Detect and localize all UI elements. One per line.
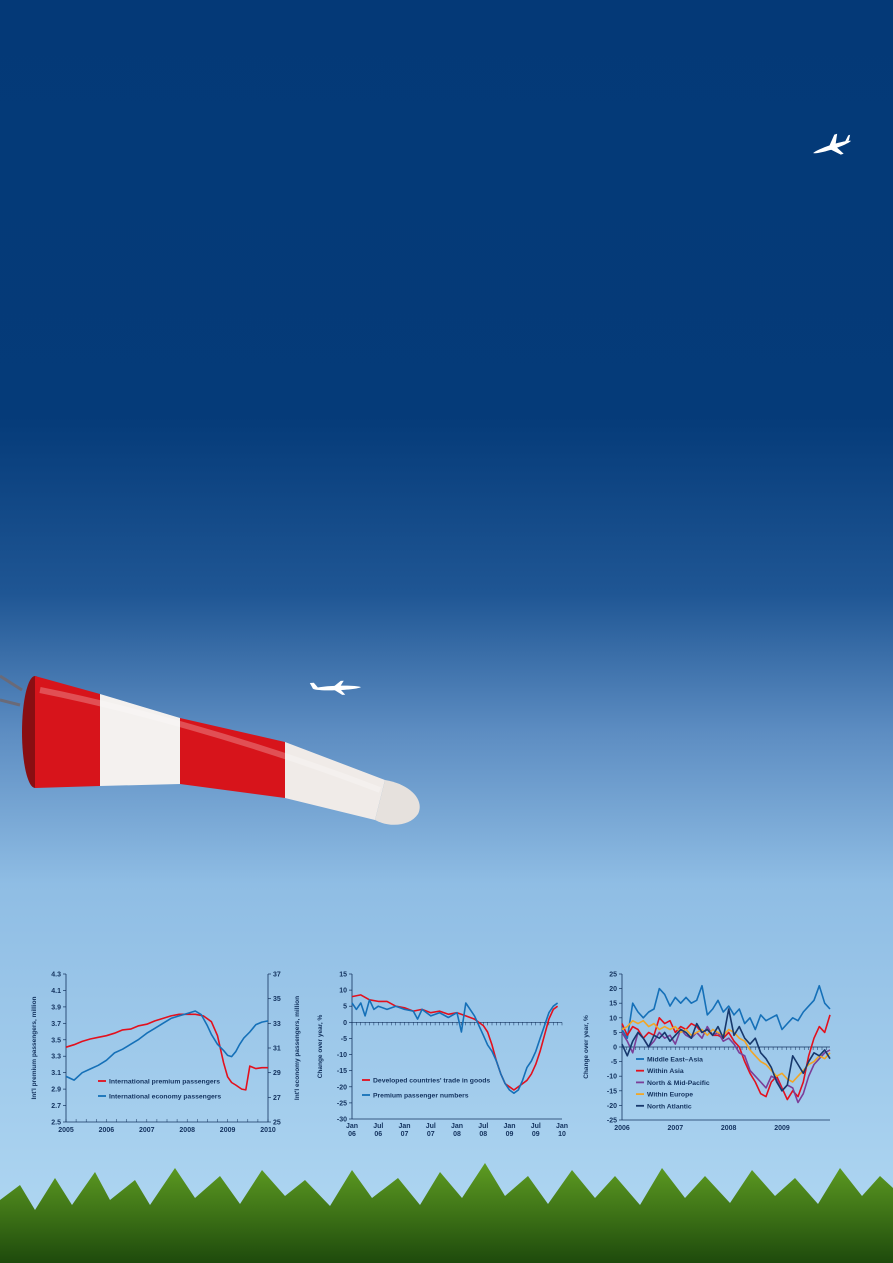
x-tick-label: 2010	[260, 1127, 276, 1134]
y-tick-label: 0	[613, 1045, 617, 1052]
windsock	[0, 674, 420, 825]
x-tick-label: 2007	[668, 1125, 684, 1132]
x-tick-label: 2005	[58, 1127, 74, 1134]
legend-label: North & Mid-Pacific	[647, 1080, 710, 1087]
y2-tick-label: 29	[273, 1070, 281, 1077]
y2-tick-label: 25	[273, 1120, 281, 1127]
x-tick-label: 07	[401, 1131, 409, 1138]
x-tick-label: 2006	[99, 1127, 115, 1134]
y-tick-label: 2.9	[51, 1087, 61, 1094]
series-line-0	[351, 994, 559, 1091]
series-line-1	[65, 1010, 269, 1081]
series-line-4	[621, 1008, 831, 1092]
chart-svg: 2.5 2.7 2.9 3.1 3.3 3.5 3.7 3.9 4.1 4.3 25 27 29 31 33…	[31, 972, 301, 1135]
x-tick-label: Jul	[478, 1123, 488, 1130]
x-tick-label: 10	[558, 1131, 566, 1138]
y-axis-title: Change over year, %	[583, 1015, 590, 1079]
y2-tick-label: 27	[273, 1095, 281, 1102]
y-tick-label: 4.1	[51, 988, 61, 995]
y-tick-label: 5	[613, 1030, 617, 1037]
chart-svg: 15 10 5 0 -5 -10 -15 -20 -25 -30 Change over year,…	[317, 972, 568, 1139]
y-tick-label: -25	[607, 1118, 617, 1125]
y-tick-label: -15	[607, 1088, 617, 1095]
y2-tick-label: 37	[273, 972, 281, 979]
x-tick-label: 07	[427, 1131, 435, 1138]
x-tick-label: 2008	[721, 1125, 737, 1132]
y-tick-label: 10	[609, 1015, 617, 1022]
y-axis-title: Int'l premium passengers, million	[31, 996, 38, 1099]
x-tick-label: Jul	[373, 1123, 383, 1130]
y2-tick-label: 33	[273, 1021, 281, 1028]
y-tick-label: 3.3	[51, 1054, 61, 1061]
y-tick-label: -10	[607, 1074, 617, 1081]
regional-premium-chart: 25 20 15 10 5 0 -5 -10 -15 -20 -25 Change over year…	[580, 965, 842, 1140]
legend-label: Developed countries' trade in goods	[373, 1078, 490, 1085]
x-tick-label: 2009	[774, 1125, 790, 1132]
x-tick-label: 09	[532, 1131, 540, 1138]
y-tick-label: 2.7	[51, 1103, 61, 1110]
y-tick-label: 15	[609, 1001, 617, 1008]
y-tick-label: 20	[609, 986, 617, 993]
x-tick-label: 09	[506, 1131, 514, 1138]
y-tick-label: 2.5	[51, 1120, 61, 1127]
x-tick-label: Jan	[556, 1123, 568, 1130]
legend-label: Middle East–Asia	[647, 1057, 703, 1064]
y-tick-label: -10	[337, 1052, 347, 1059]
legend-label: Premium passenger numbers	[373, 1093, 469, 1100]
x-tick-label: 2008	[179, 1127, 195, 1134]
y-tick-label: 15	[339, 972, 347, 979]
y-tick-label: 0	[343, 1020, 347, 1027]
y-tick-label: -5	[611, 1059, 617, 1066]
y-tick-label: 10	[339, 988, 347, 995]
y-tick-label: -15	[337, 1068, 347, 1075]
legend-label: North Atlantic	[647, 1103, 692, 1110]
legend-label: International premium passengers	[109, 1079, 220, 1086]
y-tick-label: -20	[337, 1084, 347, 1091]
y-tick-label: 3.9	[51, 1004, 61, 1011]
y-tick-label: -30	[337, 1117, 347, 1124]
airplane-icon	[812, 133, 852, 155]
y-tick-label: -20	[607, 1103, 617, 1110]
x-tick-label: 06	[374, 1131, 382, 1138]
trade-vs-premium-chart: 15 10 5 0 -5 -10 -15 -20 -25 -30 Change over year,…	[314, 965, 576, 1140]
x-tick-label: 08	[479, 1131, 487, 1138]
y2-tick-label: 31	[273, 1046, 281, 1053]
y-tick-label: -5	[341, 1036, 347, 1043]
legend-label: International economy passengers	[109, 1094, 221, 1101]
premium-vs-economy-chart: 2.5 2.7 2.9 3.1 3.3 3.5 3.7 3.9 4.1 4.3 25 27 29 31 33…	[30, 965, 301, 1140]
series-line-0	[621, 984, 831, 1039]
x-tick-label: Jul	[426, 1123, 436, 1130]
series-line-3	[621, 1019, 831, 1083]
x-tick-label: 08	[453, 1131, 461, 1138]
legend-label: Within Asia	[647, 1068, 684, 1075]
y-tick-label: 3.1	[51, 1070, 61, 1077]
airplane-icon	[309, 680, 361, 695]
x-tick-label: 2006	[614, 1125, 630, 1132]
x-tick-label: 2009	[220, 1127, 236, 1134]
y2-tick-label: 35	[273, 996, 281, 1003]
y-axis-title: Change over year, %	[317, 1014, 324, 1078]
y-tick-label: 3.7	[51, 1021, 61, 1028]
grass	[0, 1163, 893, 1263]
y-tick-label: 5	[343, 1004, 347, 1011]
x-tick-label: Jan	[451, 1123, 463, 1130]
x-tick-label: Jan	[346, 1123, 358, 1130]
y-tick-label: 4.3	[51, 972, 61, 979]
y-tick-label: 3.5	[51, 1037, 61, 1044]
x-tick-label: Jan	[503, 1123, 515, 1130]
series-line-1	[351, 998, 559, 1094]
y2-axis-title: Int'l economy passengers, million	[294, 996, 301, 1100]
x-tick-label: Jul	[531, 1123, 541, 1130]
y-tick-label: 25	[609, 972, 617, 979]
x-tick-label: Jan	[398, 1123, 410, 1130]
legend-label: Within Europe	[647, 1092, 693, 1099]
chart-svg: 25 20 15 10 5 0 -5 -10 -15 -20 -25 Change over year…	[583, 972, 831, 1132]
x-tick-label: 06	[348, 1131, 356, 1138]
y-tick-label: -25	[337, 1100, 347, 1107]
x-tick-label: 2007	[139, 1127, 155, 1134]
